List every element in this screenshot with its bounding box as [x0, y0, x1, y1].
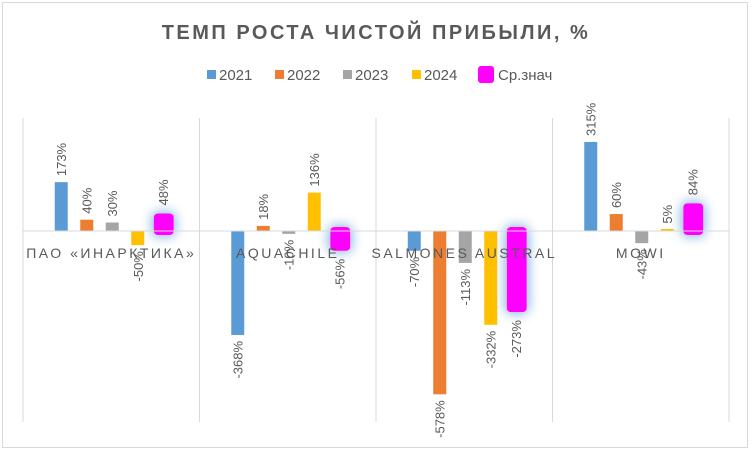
legend-swatch-ср-знач — [478, 66, 494, 83]
data-label-2021-salmones-austral: -70% — [407, 256, 422, 287]
category-label-mowi: MOWI — [616, 245, 666, 261]
data-label-ср-знач-mowi: 84% — [686, 169, 701, 195]
data-label-2021-aquachile: -368% — [231, 341, 246, 379]
bar-ср-знач-пао-инарктика — [153, 213, 174, 235]
bars — [54, 142, 704, 395]
data-label-2022-salmones-austral: -578% — [433, 400, 448, 438]
bar-2021-salmones-austral — [407, 231, 421, 251]
bar-2021-aquachile — [231, 231, 245, 335]
data-label-2023-mowi: -43% — [635, 249, 650, 280]
data-labels: 173% 40% 30% -50% 48% -368% 18% -10% 136% -56% -70… — [54, 102, 701, 438]
chart-frame — [2, 2, 748, 448]
data-label-2024-mowi: 5% — [660, 204, 675, 223]
data-label-ср-знач-пао-инарктика: 48% — [156, 179, 171, 205]
data-label-ср-знач-salmones-austral: -273% — [509, 320, 524, 358]
bar-2022-пао-инарктика — [80, 219, 94, 231]
category-label-пао-инарктика: ПАО «ИНАРКТИКА» — [26, 245, 196, 261]
legend-label-ср-знач: Ср.знач — [498, 67, 552, 84]
chart-title: ТЕМП РОСТА ЧИСТОЙ ПРИБЫЛИ, % — [162, 20, 591, 44]
bar-2021-пао-инарктика — [54, 182, 68, 231]
data-label-2024-пао-инарктика: -50% — [131, 251, 146, 282]
data-label-2023-salmones-austral: -113% — [458, 268, 473, 305]
bar-2022-aquachile — [256, 225, 270, 231]
bar-ср-знач-salmones-austral — [506, 227, 527, 313]
bar-2024-mowi — [660, 229, 674, 231]
data-label-2022-mowi: 60% — [609, 182, 624, 208]
legend: 2021 2022 2023 2024 Ср.знач — [207, 66, 552, 84]
category-label-aquachile: AQUACHILE — [236, 245, 339, 261]
category-labels: ПАО «ИНАРКТИКА» AQUACHILE SALMONES AUSTRAL… — [26, 245, 666, 261]
bar-2023-salmones-austral — [458, 231, 472, 263]
bar-2024-aquachile — [307, 192, 321, 231]
legend-label-2023: 2023 — [355, 67, 388, 84]
bar-2023-aquachile — [282, 231, 296, 234]
data-label-ср-знач-aquachile: -56% — [333, 258, 348, 289]
data-label-2022-пао-инарктика: 40% — [80, 187, 95, 213]
legend-label-2022: 2022 — [287, 67, 320, 84]
data-label-2024-salmones-austral: -332% — [484, 330, 499, 368]
legend-label-2024: 2024 — [424, 67, 457, 84]
category-label-salmones-austral: SALMONES AUSTRAL — [372, 245, 558, 261]
legend-swatch-2023 — [343, 70, 352, 79]
data-label-2021-mowi: 315% — [584, 102, 599, 136]
bar-2022-salmones-austral — [433, 231, 447, 395]
data-label-2024-aquachile: 136% — [307, 153, 322, 187]
bar-2024-пао-инарктика — [131, 231, 145, 246]
legend-swatch-2024 — [412, 70, 421, 79]
data-label-2023-aquachile: -10% — [282, 239, 297, 270]
bar-2023-mowi — [635, 231, 649, 244]
bar-ср-знач-aquachile — [330, 227, 351, 251]
bar-2023-пао-инарктика — [105, 222, 119, 231]
data-label-2023-пао-инарктика: 30% — [105, 190, 120, 216]
legend-swatch-2022 — [275, 70, 284, 79]
bar-2021-mowi — [584, 142, 598, 231]
bar-2024-salmones-austral — [484, 231, 498, 325]
data-label-2021-пао-инарктика: 173% — [54, 142, 69, 176]
legend-swatch-2021 — [207, 70, 216, 79]
data-label-2022-aquachile: 18% — [256, 193, 271, 219]
category-separators — [22, 118, 730, 422]
bar-2022-mowi — [609, 214, 623, 231]
legend-label-2021: 2021 — [219, 67, 252, 84]
bar-ср-знач-mowi — [683, 203, 704, 235]
